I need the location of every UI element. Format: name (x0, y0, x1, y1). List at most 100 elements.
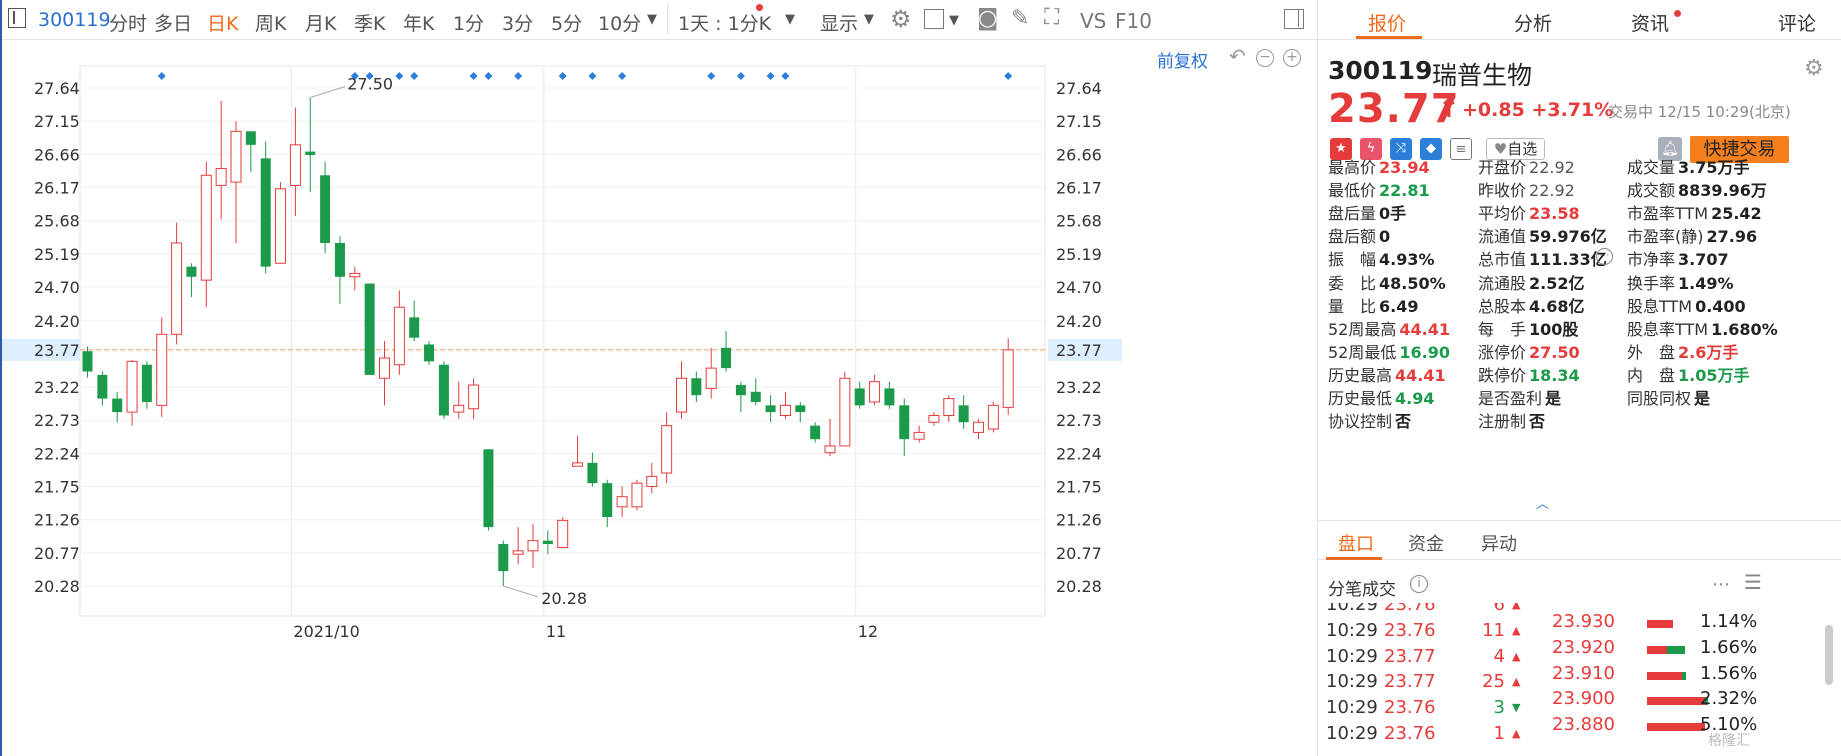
candle-body-down (795, 405, 806, 413)
flag-icon[interactable]: ★ (1330, 138, 1352, 160)
candle-body-down (750, 391, 761, 402)
period-tab-3min[interactable]: 3分 (502, 13, 534, 35)
candle-body-up (869, 381, 881, 403)
tab-news[interactable]: 资讯 (1631, 13, 1670, 35)
candlestick-chart[interactable]: 2021/10 11 12 27.64 27.64 27.15 27.15 26.66 26.6… (2, 40, 1319, 756)
quote-value: 1.05万手 (1678, 365, 1750, 385)
quote-item: 平均价 23.58 (1478, 200, 1580, 224)
tick-list[interactable]: 10:29 23.76 6 ▲ 10:29 23.76 11 ▲ 10:29 23.77 4 ▲ 10:… (1318, 603, 1538, 756)
menu-icon[interactable] (8, 8, 26, 28)
candle-body-down (141, 364, 152, 402)
period-tab-monthly[interactable]: 月K (305, 13, 337, 35)
candle-body-up (527, 540, 539, 552)
candle-body-up (943, 398, 955, 416)
quote-value: 59.976亿 (1529, 227, 1607, 247)
sidebar-toggle-icon[interactable] (1284, 9, 1304, 29)
depth-list[interactable]: 23.930 1.14% 23.920 1.66% 23.910 1.56% 23.900 2… (1538, 603, 1838, 756)
quote-value: 23.58 (1529, 204, 1580, 224)
period-chevron-icon[interactable]: ▼ (785, 12, 795, 27)
event-marker-icon (618, 72, 627, 80)
candle-body-down (602, 483, 613, 517)
tick-time: 10:29 (1326, 697, 1378, 719)
period-tab-weekly[interactable]: 周K (255, 13, 287, 35)
quote-label: 昨收价 (1478, 181, 1527, 201)
candle-body-down (542, 540, 553, 545)
candle-body-down (498, 544, 509, 572)
chevron-down-icon[interactable]: ▼ (647, 12, 657, 27)
fast-trade-button[interactable]: 快捷交易 (1690, 136, 1789, 163)
quote-value: 否 (1395, 412, 1412, 432)
more-info-icon[interactable]: ⋯ (1596, 248, 1613, 265)
quote-item: 同股同权是 (1627, 385, 1710, 409)
quote-item: 是否盈利是 (1478, 385, 1561, 409)
up-arrow-icon: ▲ (1512, 727, 1521, 740)
f10-button[interactable]: F10 (1115, 9, 1152, 33)
add-favorite-button[interactable]: ♥自选 (1486, 138, 1545, 160)
tab-analysis[interactable]: 分析 (1514, 13, 1553, 35)
period-tab-daily[interactable]: 日K (207, 13, 239, 35)
quote-item: 协议控制否 (1328, 408, 1411, 432)
candle-body-down (810, 425, 821, 440)
event-marker-icon (558, 72, 567, 80)
note-icon[interactable]: ≡ (1450, 138, 1472, 160)
quote-value: 4.93% (1379, 250, 1435, 270)
more-icon[interactable]: ⋯ (1712, 574, 1730, 595)
period-tab-multiday[interactable]: 多日 (154, 13, 193, 35)
x-tick-label: 2021/10 (293, 622, 359, 641)
quote-value: 44.41 (1399, 319, 1450, 339)
period-tab-yearly[interactable]: 年K (403, 13, 435, 35)
y-tick-label-left: 24.20 (34, 312, 80, 331)
list-icon[interactable]: ☰ (1744, 570, 1762, 594)
period-tab-5min[interactable]: 5分 (551, 13, 583, 35)
fullscreen-icon[interactable]: ⛶ (1044, 5, 1060, 30)
stock-code-label[interactable]: 300119 (38, 9, 111, 31)
candle-body-down (82, 351, 93, 372)
tab-comments[interactable]: 评论 (1778, 13, 1817, 35)
adjust-mode[interactable]: 前复权 (1157, 52, 1208, 72)
pencil-icon[interactable]: ✎ (1011, 6, 1030, 31)
event-marker-icon (350, 72, 359, 80)
candle-body-up (779, 404, 791, 416)
scrollbar[interactable] (1825, 625, 1833, 685)
candle-body-up (393, 306, 405, 366)
period-tab-10min[interactable]: 10分 (598, 13, 642, 35)
period-select[interactable]: 1天 : 1分K (678, 13, 772, 35)
display-menu[interactable]: 显示 (820, 13, 859, 35)
tab-quote[interactable]: 报价 (1368, 13, 1407, 35)
y-tick-label-right: 21.26 (1056, 511, 1102, 530)
candle-body-up (661, 425, 673, 474)
lightning-icon[interactable]: ϟ (1360, 138, 1382, 160)
period-tab-1min[interactable]: 1分 (453, 13, 485, 35)
period-tab-intraday[interactable]: 分时 (109, 13, 148, 35)
quote-label: 成交额 (1627, 181, 1676, 201)
subtab-movement[interactable]: 异动 (1481, 534, 1517, 555)
period-tab-quarterly[interactable]: 季K (354, 13, 386, 35)
collapse-chevron-icon[interactable]: ︿ (1536, 497, 1550, 512)
quote-value: 16.90 (1399, 342, 1450, 362)
camera-icon[interactable]: ◙ (977, 6, 999, 31)
undo-icon[interactable]: ↶ (1229, 44, 1246, 68)
y-tick-label-left: 21.26 (34, 511, 80, 530)
y-tick-label-right: 24.20 (1056, 312, 1102, 331)
candle-body-down (587, 462, 598, 484)
subtab-capital[interactable]: 资金 (1408, 534, 1444, 555)
zoom-out-icon[interactable]: − (1256, 49, 1274, 67)
quote-label: 跌停价 (1478, 365, 1527, 385)
settings-gear-icon[interactable]: ⚙ (1804, 56, 1824, 81)
info-icon[interactable]: i (1410, 575, 1428, 593)
quote-label: 是否盈利 (1478, 389, 1543, 408)
zoom-in-icon[interactable]: + (1283, 49, 1301, 67)
depth-bar-red (1647, 671, 1682, 680)
square-icon[interactable] (924, 9, 944, 29)
subtab-orderbook[interactable]: 盘口 (1338, 534, 1374, 555)
y-tick-label-right: 24.70 (1056, 278, 1102, 297)
bell-icon[interactable]: 🔔︎ (1658, 137, 1682, 161)
display-chevron-icon[interactable]: ▼ (864, 12, 874, 27)
event-marker-icon (766, 72, 775, 80)
vs-button[interactable]: VS (1080, 9, 1107, 33)
shuffle-icon[interactable]: ⤨ (1390, 138, 1412, 160)
tag-icon[interactable]: ◆ (1420, 138, 1442, 160)
gear-icon[interactable]: ⚙ (890, 5, 912, 33)
square-chevron-icon[interactable]: ▼ (949, 13, 959, 28)
quote-value: 否 (1529, 412, 1546, 432)
